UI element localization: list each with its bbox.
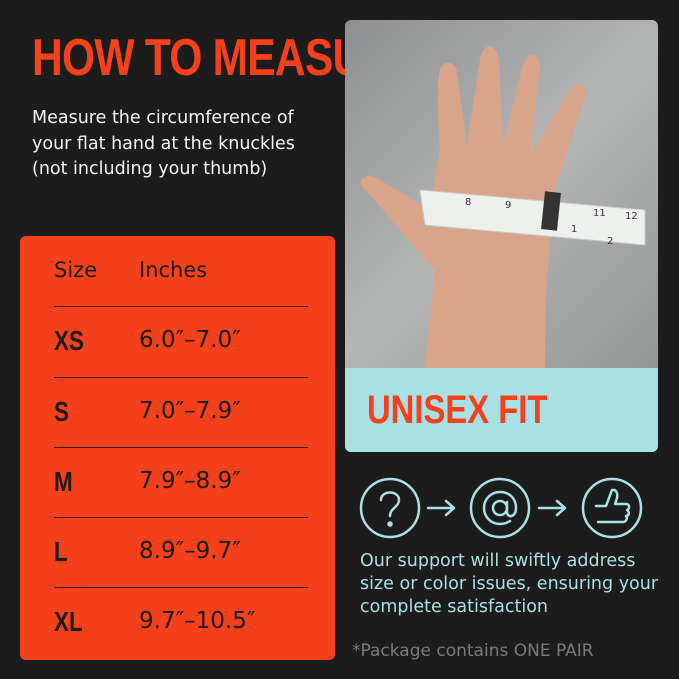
unisex-fit-banner: UNISEX FIT — [345, 368, 658, 452]
thumbs-up-icon — [581, 477, 643, 539]
support-flow-icons — [359, 477, 643, 539]
measure-instructions: Measure the circumference of your flat h… — [32, 108, 295, 179]
unisex-fit-label: UNISEX FIT — [367, 388, 548, 432]
table-row: XL 9.7″–10.5″ — [54, 587, 308, 658]
hand-measure-photo: 8 9 11 12 1 2 UNISEX FIT — [345, 20, 658, 452]
svg-text:2: 2 — [607, 236, 613, 247]
size-label: S — [54, 396, 69, 427]
table-row: M 7.9″–8.9″ — [54, 447, 308, 518]
table-row: L 8.9″–9.7″ — [54, 517, 308, 588]
size-label: M — [54, 466, 73, 497]
hand-illustration: 8 9 11 12 1 2 — [360, 46, 646, 368]
size-range: 8.9″–9.7″ — [139, 538, 241, 564]
svg-text:1: 1 — [571, 224, 577, 235]
size-range: 7.0″–7.9″ — [139, 398, 241, 424]
header-inches: Inches — [139, 258, 208, 282]
size-range: 6.0″–7.0″ — [139, 327, 241, 353]
svg-text:9: 9 — [505, 200, 511, 211]
at-sign-icon — [469, 477, 531, 539]
size-label: L — [54, 536, 68, 567]
question-icon — [359, 477, 421, 539]
svg-text:11: 11 — [593, 208, 606, 219]
arrow-right-icon — [426, 499, 456, 517]
size-range: 9.7″–10.5″ — [139, 608, 256, 634]
size-chart: Size Inches XS 6.0″–7.0″ S 7.0″–7.9″ M 7.9″… — [20, 236, 335, 660]
support-message: Our support will swiftly address size or… — [360, 551, 659, 617]
header-size: Size — [54, 258, 98, 282]
size-range: 7.9″–8.9″ — [139, 468, 241, 494]
table-row: S 7.0″–7.9″ — [54, 377, 308, 448]
size-label: XL — [54, 606, 83, 637]
tape-numbers: 8 9 11 12 1 2 — [465, 197, 638, 247]
package-note: *Package contains ONE PAIR — [352, 641, 594, 661]
size-label: XS — [54, 325, 84, 356]
svg-text:8: 8 — [465, 197, 471, 208]
arrow-right-icon — [537, 499, 567, 517]
svg-text:12: 12 — [625, 211, 638, 222]
table-row: XS 6.0″–7.0″ — [54, 306, 308, 377]
